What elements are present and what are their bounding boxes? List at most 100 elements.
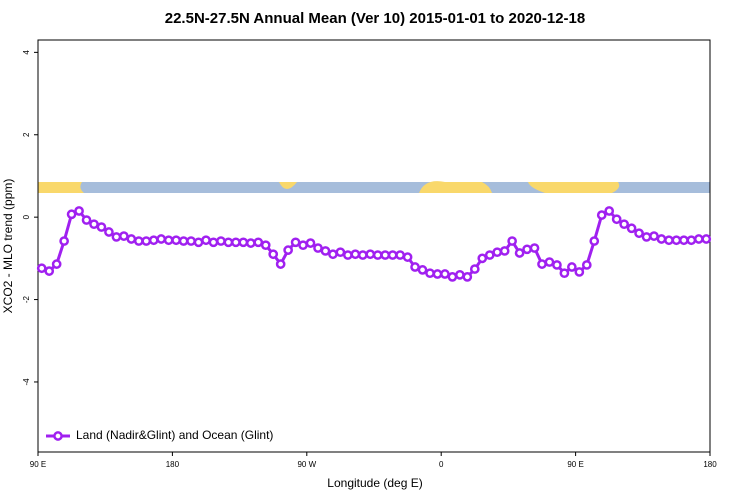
data-point	[589, 236, 600, 246]
data-point	[51, 259, 62, 269]
data-point	[66, 209, 77, 220]
data-point	[656, 234, 667, 244]
data-point	[693, 234, 704, 244]
data-point	[201, 235, 211, 246]
data-point	[335, 247, 346, 258]
land-map-strip	[38, 181, 710, 193]
y-axis-label: XCO2 - MLO trend (ppm)	[1, 179, 15, 314]
y-tick-label: 2	[22, 132, 31, 137]
data-point	[81, 215, 92, 225]
data-point	[74, 206, 84, 216]
data-point	[499, 246, 510, 256]
data-point	[148, 235, 159, 246]
data-point	[223, 237, 234, 248]
data-point	[649, 231, 659, 241]
data-point	[484, 250, 495, 260]
data-point	[104, 227, 114, 237]
data-point	[216, 236, 226, 246]
data-point	[679, 235, 689, 246]
data-point	[402, 252, 413, 262]
y-tick-label: -4	[22, 378, 31, 386]
data-point	[238, 237, 249, 248]
data-point	[701, 234, 712, 244]
data-point	[634, 228, 644, 239]
legend-label: Land (Nadir&Glint) and Ocean (Glint)	[76, 428, 273, 442]
data-point	[664, 235, 674, 246]
data-point	[417, 265, 428, 275]
y-tick-label: 0	[22, 214, 31, 219]
data-point	[350, 249, 361, 260]
data-point	[89, 219, 99, 230]
data-point	[365, 249, 376, 260]
data-point	[208, 237, 219, 248]
data-point	[440, 269, 450, 279]
data-point	[343, 250, 353, 260]
x-tick-label: 90 E	[30, 460, 46, 469]
x-tick-label: 90 E	[567, 460, 583, 469]
chart-title: 22.5N-27.5N Annual Mean (Ver 10) 2015-01…	[165, 10, 585, 27]
data-point	[141, 236, 152, 246]
data-point	[671, 235, 682, 246]
data-point	[313, 243, 323, 253]
data-point	[387, 250, 398, 260]
data-point	[156, 234, 167, 244]
data-point	[611, 214, 622, 225]
data-point	[574, 267, 585, 277]
data-point	[268, 249, 279, 260]
data-point	[604, 206, 615, 216]
data-point	[686, 235, 697, 246]
data-point	[469, 264, 480, 274]
data-point	[163, 235, 174, 246]
data-point	[133, 236, 144, 246]
data-point	[245, 238, 256, 248]
data-point	[529, 243, 540, 253]
data-point	[186, 236, 196, 246]
data-point	[126, 234, 137, 244]
y-tick-label: 4	[22, 50, 31, 55]
data-point	[283, 245, 293, 255]
data-point	[507, 236, 517, 246]
data-point	[320, 246, 331, 256]
data-point	[514, 248, 525, 258]
x-tick-label: 180	[166, 460, 180, 469]
data-point	[462, 272, 473, 282]
data-point	[111, 232, 122, 242]
data-point	[298, 240, 308, 251]
data-point	[372, 250, 383, 260]
data-point	[432, 269, 443, 279]
data-point	[596, 210, 607, 220]
data-point	[477, 253, 488, 264]
data-point	[581, 260, 592, 270]
data-point	[305, 238, 316, 248]
data-point	[44, 266, 55, 276]
data-point	[559, 268, 570, 279]
x-tick-label: 90 W	[297, 460, 316, 469]
x-tick-label: 0	[439, 460, 444, 469]
data-point	[537, 259, 547, 269]
data-point	[119, 231, 129, 241]
data-point	[328, 249, 338, 260]
data-point	[231, 237, 241, 248]
x-axis-label: Longitude (deg E)	[327, 476, 422, 490]
data-point	[425, 268, 435, 279]
data-point	[59, 236, 69, 246]
y-tick-label: -2	[22, 295, 31, 303]
data-point	[171, 235, 181, 246]
data-point	[641, 232, 652, 242]
data-point	[626, 223, 637, 234]
data-point	[544, 257, 555, 267]
data-point	[380, 250, 391, 260]
plot-frame	[37, 39, 711, 453]
data-point	[567, 262, 577, 272]
data-point	[522, 244, 532, 255]
data-point	[410, 262, 420, 272]
data-point	[275, 259, 286, 269]
data-point	[455, 269, 465, 280]
data-point	[447, 272, 458, 282]
data-point	[193, 237, 204, 248]
data-point	[552, 260, 562, 270]
data-point	[96, 222, 107, 232]
data-point	[260, 240, 271, 251]
data-point	[619, 219, 629, 230]
